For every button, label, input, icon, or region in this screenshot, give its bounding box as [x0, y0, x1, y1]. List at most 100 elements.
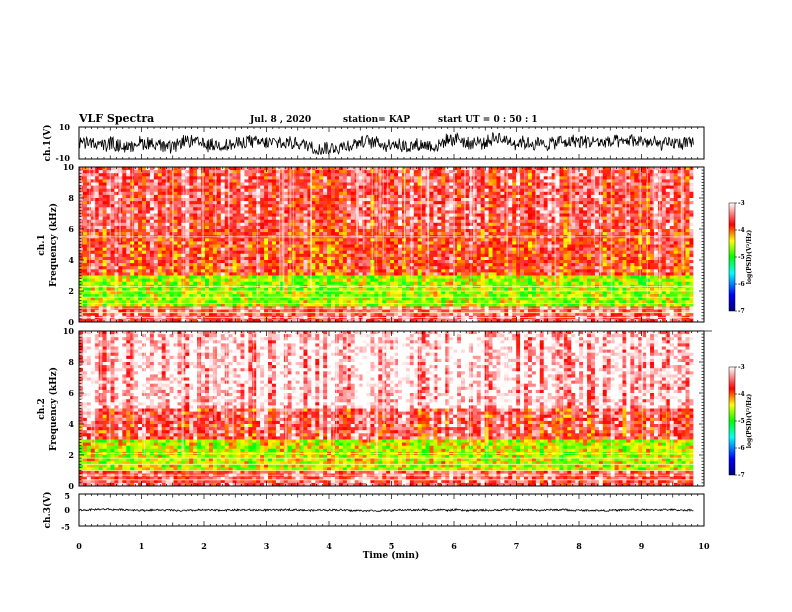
- spectrogram-cell: [138, 232, 143, 236]
- spectrogram-cell: [504, 185, 509, 189]
- spectrogram-cell: [307, 210, 312, 214]
- spectrogram-cell: [441, 219, 446, 224]
- spectrogram-cell: [114, 182, 119, 186]
- spectrogram-cell: [673, 170, 678, 174]
- spectrogram-cell: [216, 244, 222, 248]
- spectrogram-cell: [370, 241, 375, 245]
- spectrogram-cell: [173, 222, 178, 227]
- spectrogram-cell: [189, 213, 194, 217]
- spectrogram-cell: [405, 256, 411, 261]
- spectrogram-cell: [228, 247, 233, 251]
- spectrogram-cell: [153, 176, 159, 180]
- spectrogram-cell: [224, 241, 229, 245]
- spectrogram-cell: [283, 247, 289, 251]
- spectrogram-cell: [642, 222, 647, 227]
- spectrogram-cell: [205, 207, 210, 211]
- spectrogram-cell: [126, 222, 131, 227]
- spectrogram-cell: [590, 238, 596, 242]
- spectrogram-cell: [563, 188, 568, 193]
- spectrogram-cell: [334, 201, 340, 205]
- spectrogram-cell: [520, 194, 525, 199]
- spectrogram-cell: [138, 210, 143, 214]
- spectrogram-cell: [342, 201, 348, 205]
- spectrogram-cell: [673, 229, 678, 233]
- spectrogram-cell: [484, 170, 489, 174]
- spectrogram-cell: [622, 194, 627, 199]
- spectrogram-cell: [264, 216, 269, 220]
- spectrogram-cell: [264, 232, 269, 236]
- spectrogram-cell: [677, 167, 682, 171]
- spectrogram-cell: [614, 225, 619, 230]
- spectrogram-cell: [303, 216, 308, 220]
- spectrogram-cell: [370, 225, 375, 230]
- spectrogram-cell: [271, 210, 277, 214]
- spectrogram-cell: [149, 222, 155, 227]
- spectrogram-cell: [437, 167, 442, 171]
- spectrogram-cell: [240, 219, 245, 224]
- spectrogram-cell: [512, 244, 517, 248]
- spectrogram-cell: [500, 176, 505, 180]
- spectrogram-cell: [634, 204, 639, 208]
- spectrogram-cell: [118, 244, 123, 248]
- spectrogram-cell: [126, 191, 131, 196]
- spectrogram-cell: [283, 185, 289, 189]
- spectrogram-cell: [677, 250, 682, 255]
- spectrogram-cell: [362, 185, 367, 189]
- spectrogram-cell: [130, 207, 135, 211]
- spectrogram-cell: [681, 198, 686, 202]
- spectrogram-cell: [685, 191, 690, 196]
- spectrogram-cell: [90, 250, 96, 255]
- spectrogram-cell: [405, 185, 411, 189]
- spectrogram-cell: [177, 213, 182, 217]
- spectrogram-cell: [531, 185, 537, 189]
- spectrogram-cell: [220, 204, 226, 208]
- spectrogram-cell: [559, 229, 564, 233]
- spectrogram-cell: [421, 241, 426, 245]
- spectrogram-cell: [248, 241, 253, 245]
- spectrogram-cell: [657, 229, 663, 233]
- spectrogram-cell: [224, 256, 229, 261]
- spectrogram-cell: [98, 188, 103, 193]
- spectrogram-cell: [82, 188, 88, 193]
- spectrogram-cell: [248, 182, 253, 186]
- spectrogram-cell: [500, 170, 505, 174]
- spectrogram-cell: [303, 219, 308, 224]
- spectrogram-cell: [520, 191, 525, 196]
- spectrogram-cell: [524, 232, 529, 236]
- spectrogram-cell: [138, 173, 143, 177]
- spectrogram-cell: [142, 229, 147, 233]
- spectrogram-cell: [527, 173, 533, 177]
- spectrogram-cell: [630, 256, 635, 261]
- spectrogram-cell: [677, 229, 682, 233]
- spectrogram-cell: [453, 260, 458, 264]
- spectrogram-cell: [224, 194, 229, 199]
- spectrogram-cell: [520, 229, 525, 233]
- spectrogram-cell: [145, 198, 151, 202]
- spectrogram-cell: [134, 256, 139, 261]
- spectrogram-cell: [90, 170, 96, 174]
- spectrogram-cell: [500, 185, 505, 189]
- spectrogram-cell: [205, 198, 210, 202]
- spectrogram-cell: [618, 179, 623, 183]
- spectrogram-cell: [201, 225, 206, 230]
- spectrogram-cell: [429, 229, 434, 233]
- spectrogram-cell: [626, 194, 631, 199]
- spectrogram-cell: [457, 229, 462, 233]
- spectrogram-cell: [362, 232, 367, 236]
- spectrogram-cell: [287, 185, 292, 189]
- header-start-time: start UT = 0 : 50 : 1: [438, 115, 538, 125]
- spectrogram-cell: [437, 170, 442, 174]
- spectrogram-cell: [653, 216, 659, 220]
- spectrogram-cell: [232, 232, 237, 236]
- spectrogram-cell: [547, 216, 552, 220]
- spectrogram-cell: [555, 198, 560, 202]
- spectrogram-cell: [260, 247, 265, 251]
- spectrogram-cell: [646, 210, 651, 214]
- spectrogram-cell: [157, 250, 163, 255]
- spectrogram-cell: [508, 232, 513, 236]
- spectrogram-cell: [366, 213, 371, 217]
- spectrogram-cell: [82, 207, 88, 211]
- spectrogram-cell: [535, 173, 541, 177]
- spectrogram-cell: [433, 207, 438, 211]
- spectrogram-cell: [543, 188, 548, 193]
